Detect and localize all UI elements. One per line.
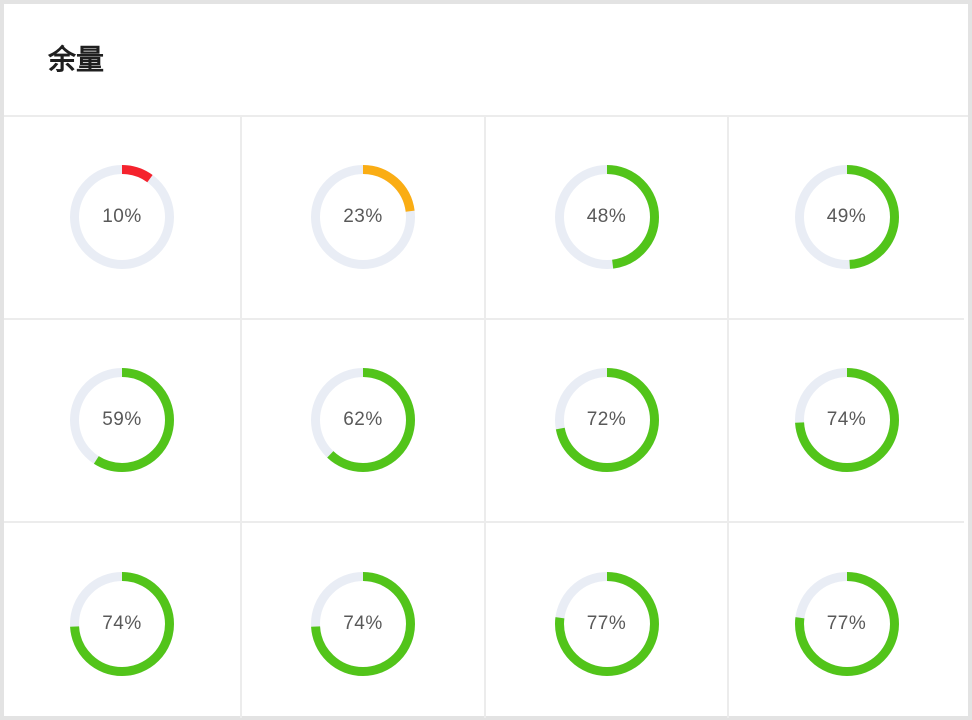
progress-percent-label: 77% <box>586 613 627 634</box>
progress-ring: 49% <box>794 165 899 269</box>
grid-cell: 77% <box>486 523 729 718</box>
progress-ring-svg <box>794 572 899 676</box>
grid-cell: 48% <box>486 117 729 320</box>
progress-ring-arc <box>794 572 899 676</box>
progress-ring-svg <box>70 165 174 269</box>
progress-percent-label: 23% <box>343 206 383 227</box>
progress-ring-svg <box>554 572 659 676</box>
progress-percent-label: 74% <box>826 409 867 430</box>
progress-ring-arc <box>554 572 659 676</box>
progress-percent-label: 48% <box>586 206 627 227</box>
progress-ring: 10% <box>70 165 174 269</box>
progress-ring-svg <box>311 572 415 676</box>
progress-ring-svg <box>554 165 659 269</box>
progress-ring-svg <box>794 165 899 269</box>
progress-percent-label: 49% <box>826 206 867 227</box>
progress-ring: 48% <box>554 165 659 269</box>
progress-percent-label: 74% <box>343 613 383 634</box>
progress-ring-svg <box>311 165 415 269</box>
progress-ring: 72% <box>554 368 659 472</box>
grid-cell: 72% <box>486 320 729 523</box>
progress-percent-label: 62% <box>343 409 383 430</box>
grid-cell: 23% <box>242 117 486 320</box>
progress-ring-arc <box>70 368 174 472</box>
grid-cell: 74% <box>729 320 964 523</box>
progress-ring: 23% <box>311 165 415 269</box>
progress-percent-label: 59% <box>102 409 142 430</box>
progress-ring: 77% <box>554 572 659 676</box>
progress-ring-arc <box>311 165 415 269</box>
progress-ring-svg <box>311 368 415 472</box>
progress-ring: 77% <box>794 572 899 676</box>
progress-percent-label: 10% <box>102 206 142 227</box>
card-header: 余量 <box>4 4 968 117</box>
grid-cell: 10% <box>4 117 242 320</box>
progress-ring-svg <box>554 368 659 472</box>
grid-cell: 62% <box>242 320 486 523</box>
progress-ring-arc <box>794 165 899 269</box>
progress-ring-arc <box>554 165 659 269</box>
card-title: 余量 <box>48 42 105 76</box>
progress-ring: 74% <box>794 368 899 472</box>
progress-percent-label: 77% <box>826 613 867 634</box>
grid-cell: 49% <box>729 117 964 320</box>
grid-cell: 59% <box>4 320 242 523</box>
progress-ring-arc <box>794 368 899 472</box>
progress-ring-arc <box>70 165 174 269</box>
grid-cell: 74% <box>242 523 486 718</box>
progress-ring-svg <box>70 572 174 676</box>
progress-ring: 74% <box>70 572 174 676</box>
progress-ring: 74% <box>311 572 415 676</box>
progress-ring-arc <box>311 368 415 472</box>
progress-ring: 62% <box>311 368 415 472</box>
grid-cell: 74% <box>4 523 242 718</box>
progress-ring-arc <box>70 572 174 676</box>
progress-ring-svg <box>794 368 899 472</box>
progress-percent-label: 72% <box>586 409 627 430</box>
grid-cell: 77% <box>729 523 964 718</box>
progress-percent-label: 74% <box>102 613 142 634</box>
progress-ring-arc <box>311 572 415 676</box>
progress-ring-svg <box>70 368 174 472</box>
progress-ring-arc <box>554 368 659 472</box>
progress-grid: 10% 23% 48% 49% 59% 62% 72% 74% 74% 74% 77% 77% <box>4 117 968 718</box>
progress-ring: 59% <box>70 368 174 472</box>
